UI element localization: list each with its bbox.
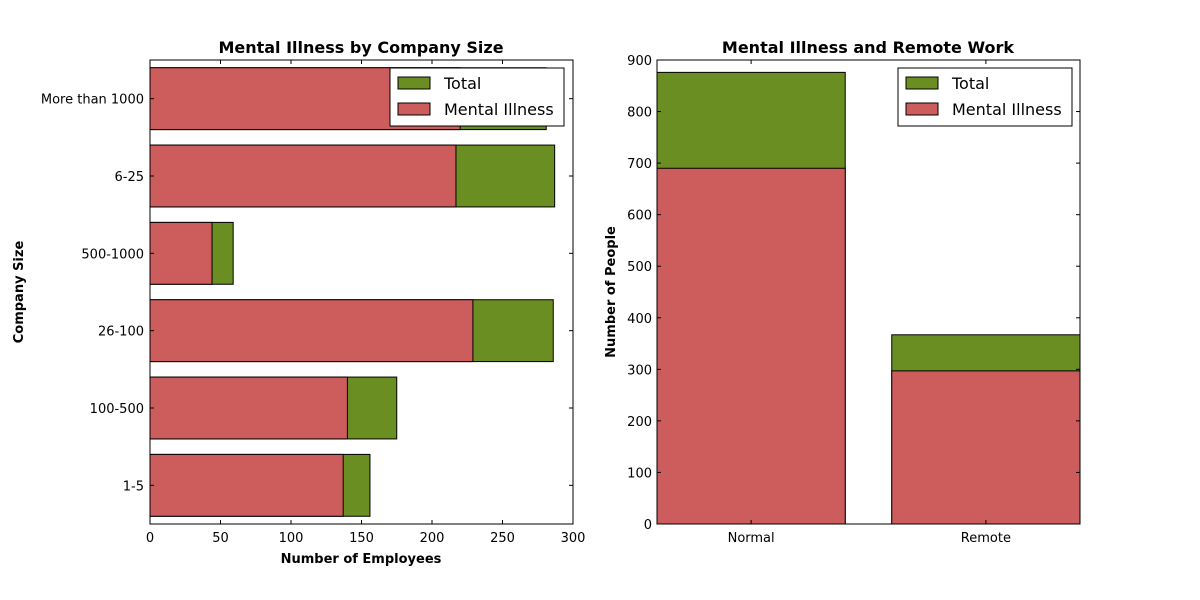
y-axis-label: Number of People (604, 226, 619, 358)
legend-swatch (397, 102, 431, 116)
x-tick-label: 150 (349, 531, 374, 546)
y-tick-label: 6-25 (114, 170, 144, 185)
bar (891, 370, 1081, 525)
y-tick-label: 26-100 (98, 325, 144, 340)
y-tick-label: 800 (627, 106, 652, 121)
x-tick-label: 300 (561, 531, 586, 546)
x-tick-label: Remote (961, 531, 1011, 546)
y-axis-label: Company Size (12, 241, 27, 344)
legend-label: Mental Illness (952, 100, 1062, 119)
plot-frame (149, 59, 574, 525)
legend-swatch (905, 102, 939, 116)
x-tick-label: 100 (279, 531, 304, 546)
y-tick-label: 500 (627, 260, 652, 275)
y-tick-label: 900 (627, 54, 652, 69)
legend: Total Mental Illness (389, 67, 565, 127)
bar (149, 376, 348, 440)
legend-box (897, 67, 1073, 127)
x-tick-label: Normal (728, 531, 775, 546)
y-tick-label: 300 (627, 363, 652, 378)
x-axis-label: Number of Employees (281, 552, 442, 567)
bar (149, 453, 344, 517)
legend-swatch (397, 76, 431, 90)
y-tick-label: 200 (627, 415, 652, 430)
bars (149, 67, 556, 517)
ticks: Normal Remote 0 100 200 300 400 500 600 700 800 900 (627, 54, 1080, 546)
legend-label: Total (443, 74, 481, 93)
chart-title: Mental Illness by Company Size (218, 38, 503, 57)
chart-title: Mental Illness and Remote Work (722, 38, 1015, 57)
y-tick-label: 500-1000 (81, 247, 144, 262)
legend: Total Mental Illness (897, 67, 1073, 127)
bar (149, 299, 474, 363)
chart-company-size: Mental Illness by Company Size Number of… (12, 38, 585, 567)
y-tick-label: 1-5 (123, 479, 144, 494)
y-tick-label: 100 (627, 466, 652, 481)
plot-frame (656, 59, 1081, 525)
x-tick-label: 0 (146, 531, 154, 546)
bars (656, 71, 1081, 525)
ticks: 1-5 100-500 26-100 500-1000 6-25 More than 10… (41, 60, 586, 546)
y-tick-label: More than 1000 (41, 93, 144, 108)
y-tick-label: 600 (627, 209, 652, 224)
bar (656, 167, 846, 525)
x-tick-label: 250 (490, 531, 515, 546)
y-tick-label: 400 (627, 312, 652, 327)
legend-label: Mental Illness (444, 100, 554, 119)
x-tick-label: 50 (212, 531, 229, 546)
legend-swatch (905, 76, 939, 90)
bar (149, 144, 457, 208)
x-tick-label: 200 (420, 531, 445, 546)
y-tick-label: 0 (644, 518, 652, 533)
y-tick-label: 100-500 (90, 402, 144, 417)
legend-label: Total (951, 74, 989, 93)
chart-remote-work: Mental Illness and Remote Work Number of… (604, 38, 1081, 546)
bar (149, 221, 213, 285)
y-tick-label: 700 (627, 157, 652, 172)
